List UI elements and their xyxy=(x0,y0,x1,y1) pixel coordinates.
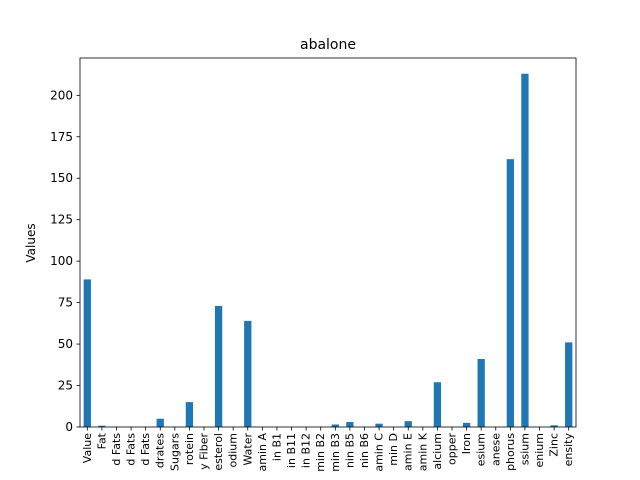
x-axis-ticks: Value Fat d Fats d Fats d Fats drates Sugars ro… xyxy=(81,427,575,472)
y-axis-ticks: 0 25 50 75 100 125 150 175 200 xyxy=(50,88,80,434)
x-tick-label: nin B5 xyxy=(343,433,356,468)
bar xyxy=(506,159,514,427)
x-tick-label: Iron xyxy=(460,433,473,454)
bar xyxy=(83,279,91,427)
x-tick-label: alcium xyxy=(431,433,444,470)
x-tick-label: rotein xyxy=(183,433,196,465)
x-tick-label: d Fats xyxy=(125,433,138,466)
y-axis-label: Values xyxy=(24,223,38,262)
x-tick-label: min B3 xyxy=(329,433,342,472)
y-tick-label: 75 xyxy=(58,296,73,310)
x-tick-label: d Fats xyxy=(110,433,123,466)
x-tick-label: in B11 xyxy=(285,433,298,468)
y-tick-label: 50 xyxy=(58,337,73,351)
bar xyxy=(244,320,252,427)
x-tick-label: odium xyxy=(227,433,240,467)
x-tick-label: anese xyxy=(489,433,502,466)
x-tick-label: in B1 xyxy=(270,433,283,461)
bar xyxy=(433,382,442,427)
x-tick-label: y Fiber xyxy=(198,433,211,470)
x-tick-label: amin E xyxy=(402,433,415,471)
y-tick-label: 200 xyxy=(50,88,73,102)
y-tick-label: 150 xyxy=(50,171,73,185)
x-tick-label: ssium xyxy=(518,433,531,465)
y-tick-label: 0 xyxy=(65,420,73,434)
y-tick-label: 25 xyxy=(58,379,73,393)
bars-group xyxy=(83,73,573,427)
bar xyxy=(98,425,106,427)
bar xyxy=(375,423,383,427)
x-tick-label: phorus xyxy=(504,433,517,471)
y-tick-label: 175 xyxy=(50,130,73,144)
x-tick-label: enium xyxy=(533,433,546,467)
x-tick-label: amin K xyxy=(416,432,429,471)
x-tick-label: Water xyxy=(241,433,254,466)
x-tick-label: min D xyxy=(387,433,400,466)
bar xyxy=(346,422,354,427)
x-tick-label: ensity xyxy=(562,433,575,467)
bar xyxy=(185,402,194,427)
x-tick-label: opper xyxy=(446,433,459,465)
bar xyxy=(550,425,558,427)
x-tick-label: d Fats xyxy=(139,433,152,466)
bar xyxy=(156,418,164,427)
x-tick-label: amin C xyxy=(373,433,386,472)
bar xyxy=(214,305,223,427)
x-tick-label: Sugars xyxy=(168,433,181,471)
x-tick-label: esterol xyxy=(212,433,225,471)
y-tick-label: 100 xyxy=(50,254,73,268)
x-tick-label: Value xyxy=(81,433,94,463)
x-tick-label: nin B6 xyxy=(358,433,371,468)
bar xyxy=(404,421,412,427)
bar xyxy=(331,424,339,427)
y-tick-label: 125 xyxy=(50,213,73,227)
bar xyxy=(521,73,529,427)
chart-title: abalone xyxy=(300,37,356,53)
x-tick-label: drates xyxy=(154,433,167,468)
bar xyxy=(477,359,485,427)
x-tick-label: in B12 xyxy=(300,433,313,468)
x-tick-label: min B2 xyxy=(314,433,327,472)
x-tick-label: esium xyxy=(475,433,488,466)
x-tick-label: Fat xyxy=(95,432,108,449)
bar xyxy=(565,342,573,427)
x-tick-label: amin A xyxy=(256,433,269,472)
x-tick-label: Zinc xyxy=(548,433,561,457)
bar xyxy=(462,422,471,427)
plot-frame xyxy=(79,57,577,428)
